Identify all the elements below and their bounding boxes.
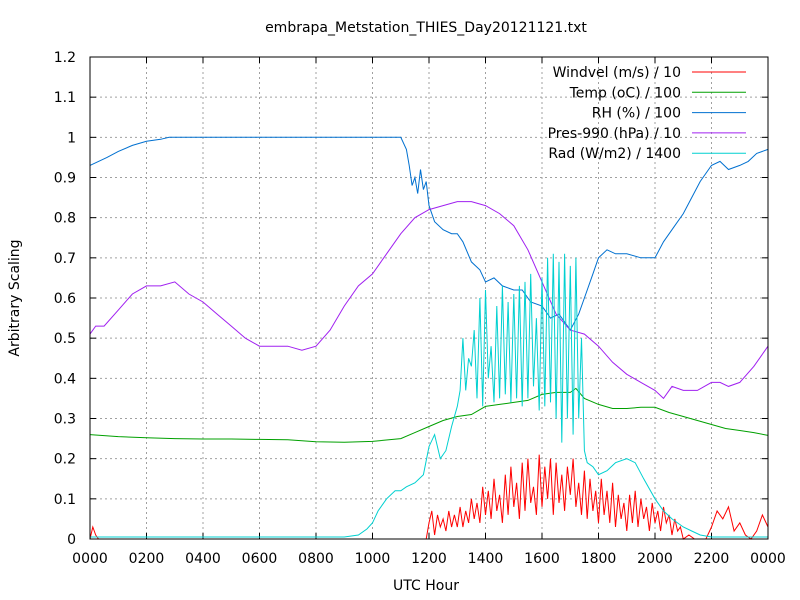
x-tick-label: 1400 (468, 551, 504, 567)
x-tick-label: 1000 (355, 551, 391, 567)
x-tick-label: 2200 (694, 551, 730, 567)
x-axis-label: UTC Hour (393, 578, 459, 594)
y-tick-label: 1 (67, 130, 76, 146)
x-tick-label: 1600 (524, 551, 560, 567)
y-tick-label: 0.8 (54, 211, 76, 227)
legend-label-rad: Rad (W/m2) / 1400 (548, 146, 681, 162)
y-tick-label: 0.1 (54, 492, 76, 508)
x-tick-label: 0600 (242, 551, 278, 567)
legend-label-windvel: Windvel (m/s) / 10 (553, 65, 681, 81)
legend-label-pres990: Pres-990 (hPa) / 10 (548, 126, 681, 142)
plot-series (89, 136, 769, 540)
y-tick-label: 0.9 (54, 171, 76, 187)
y-axis-label: Arbitrary Scaling (7, 239, 23, 356)
x-tick-label: 0800 (298, 551, 334, 567)
x-tick-label: 0400 (185, 551, 221, 567)
y-tick-label: 0.4 (54, 371, 76, 387)
y-tick-label: 1.1 (54, 90, 76, 106)
series-line-windvel (89, 454, 769, 540)
x-tick-label: 0000 (72, 551, 108, 567)
x-tick-labels: 0000 0200 0400 0600 0800 1000 1200 1400 1600 1800… (72, 551, 786, 567)
x-tick-label: 1200 (411, 551, 447, 567)
legend: Windvel (m/s) / 10 Temp (oC) / 100 RH (%) … (548, 65, 746, 162)
x-tick-label: 1800 (581, 551, 617, 567)
series-line-temp (89, 387, 769, 443)
series-line-rh (89, 136, 769, 332)
x-tick-label: 2000 (637, 551, 673, 567)
y-tick-label: 0.5 (54, 331, 76, 347)
y-tick-label: 0.2 (54, 452, 76, 468)
y-tick-label: 0.7 (54, 251, 76, 267)
y-tick-label: 0.6 (54, 291, 76, 307)
y-tick-label: 1.2 (54, 50, 76, 66)
y-tick-label: 0 (67, 532, 76, 548)
series-line-rad (90, 253, 768, 538)
x-tick-label: 0000 (750, 551, 786, 567)
legend-label-rh: RH (%) / 100 (592, 106, 681, 122)
x-tick-label: 0200 (129, 551, 165, 567)
legend-label-temp: Temp (oC) / 100 (569, 85, 681, 101)
plot-frame (89, 56, 769, 540)
chart-title: embrapa_Metstation_THIES_Day20121121.txt (265, 20, 587, 36)
y-tick-label: 0.3 (54, 412, 76, 428)
series-line-pres990 (89, 201, 769, 400)
y-tick-labels: 0 0.1 0.2 0.3 0.4 0.5 0.6 0.7 0.8 0.9 1 1.1 1.2 (54, 50, 76, 548)
